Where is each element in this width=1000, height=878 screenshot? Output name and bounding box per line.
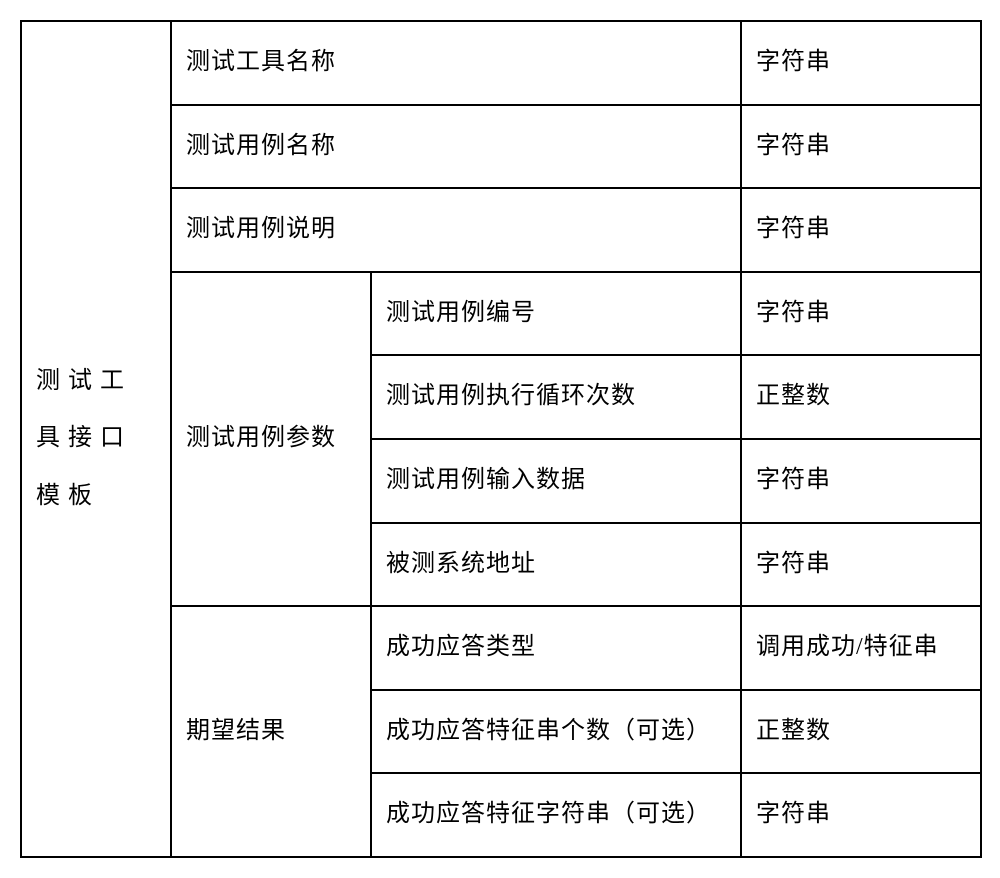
field-name-cell: 测试用例说明 <box>171 188 741 272</box>
field-name-cell: 测试用例名称 <box>171 105 741 189</box>
field-name-cell: 成功应答特征串个数（可选） <box>371 690 741 774</box>
field-name-cell: 测试用例编号 <box>371 272 741 356</box>
field-name-cell: 测试用例执行循环次数 <box>371 355 741 439</box>
table-row: 测 试 工 具 接 口 模 板 测试工具名称 字符串 <box>21 21 981 105</box>
field-type-cell: 调用成功/特征串 <box>741 606 981 690</box>
field-type-cell: 字符串 <box>741 21 981 105</box>
field-type-cell: 字符串 <box>741 439 981 523</box>
field-type-cell: 字符串 <box>741 773 981 857</box>
field-type-cell: 正整数 <box>741 690 981 774</box>
field-name-cell: 成功应答特征字符串（可选） <box>371 773 741 857</box>
group-header-expected: 期望结果 <box>171 606 371 857</box>
field-name-cell: 测试用例输入数据 <box>371 439 741 523</box>
field-type-cell: 字符串 <box>741 105 981 189</box>
field-type-cell: 字符串 <box>741 272 981 356</box>
interface-template-table: 测 试 工 具 接 口 模 板 测试工具名称 字符串 测试用例名称 字符串 测试… <box>20 20 982 858</box>
field-name-cell: 被测系统地址 <box>371 523 741 607</box>
field-type-cell: 字符串 <box>741 188 981 272</box>
field-type-cell: 字符串 <box>741 523 981 607</box>
field-type-cell: 正整数 <box>741 355 981 439</box>
field-name-cell: 成功应答类型 <box>371 606 741 690</box>
row-header-main: 测 试 工 具 接 口 模 板 <box>21 21 171 857</box>
group-header-params: 测试用例参数 <box>171 272 371 606</box>
field-name-cell: 测试工具名称 <box>171 21 741 105</box>
